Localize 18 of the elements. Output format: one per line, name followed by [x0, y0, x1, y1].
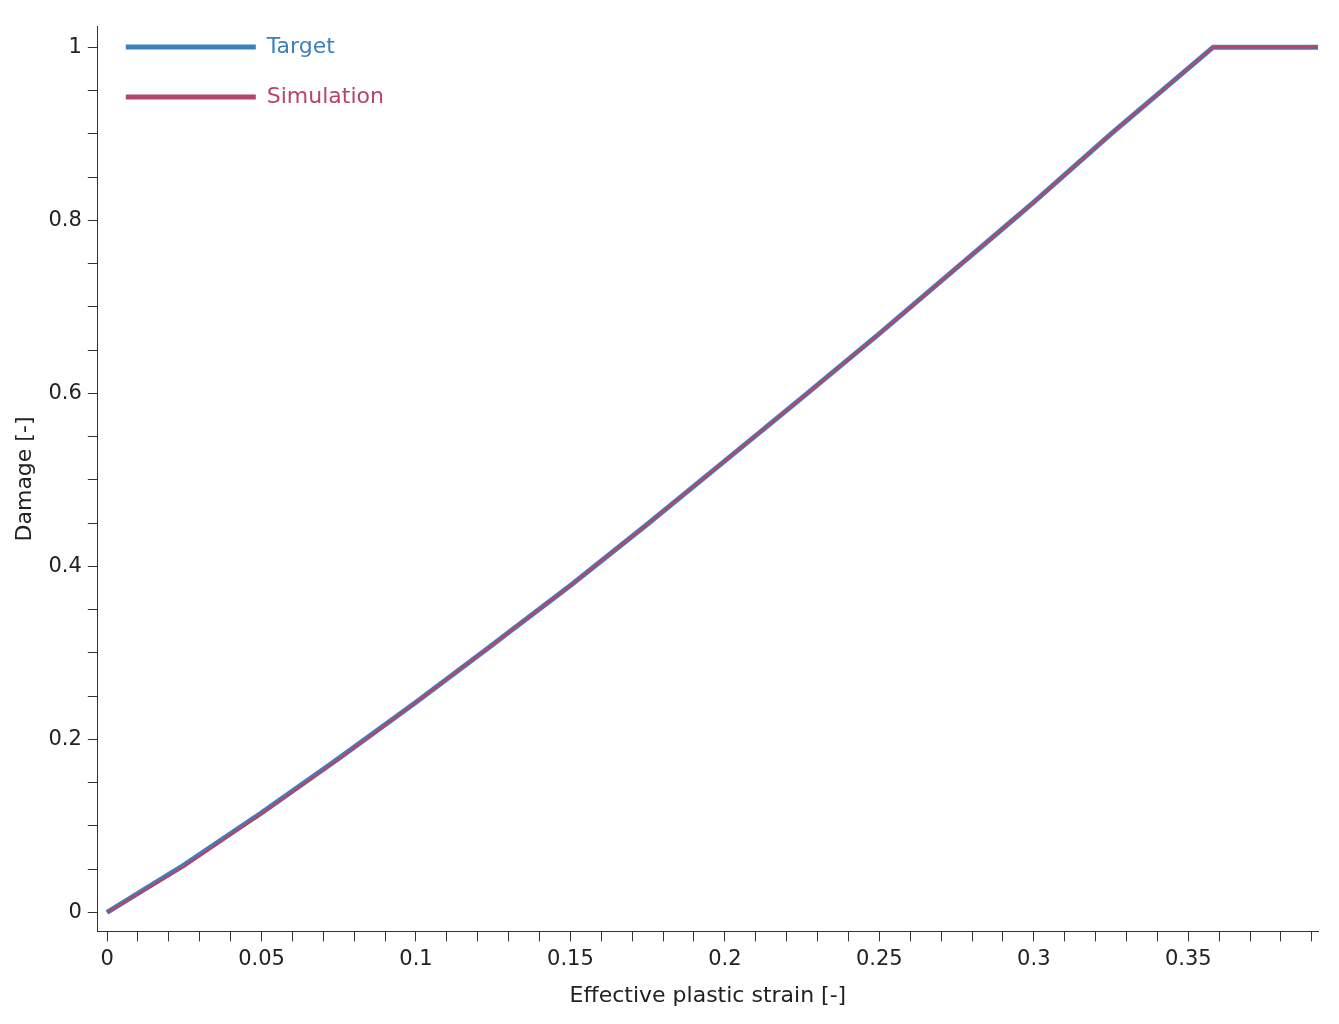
x-tick-label: 0.1	[399, 946, 433, 971]
y-tick-label: 0.2	[48, 725, 82, 750]
y-axis-title: Damage [-]	[10, 416, 36, 542]
x-tick-label: 0.25	[855, 946, 903, 971]
y-tick-label: 1	[68, 33, 82, 58]
x-tick-label: 0.15	[547, 946, 594, 971]
y-tick-label: 0.4	[48, 552, 82, 577]
y-tick-label: 0.8	[48, 206, 82, 231]
y-tick-label: 0.6	[48, 379, 82, 404]
y-tick-label: 0	[68, 898, 82, 923]
x-tick-label: 0	[100, 946, 114, 971]
x-tick-label: 0.3	[1017, 946, 1051, 971]
x-tick-label: 0.35	[1164, 946, 1212, 971]
text: Target	[265, 32, 336, 58]
text: Simulation	[266, 82, 384, 108]
x-tick-label: 0.05	[238, 946, 285, 971]
x-axis-title: Effective plastic strain [-]	[569, 981, 847, 1007]
x-tick-label: 0.2	[708, 946, 742, 971]
